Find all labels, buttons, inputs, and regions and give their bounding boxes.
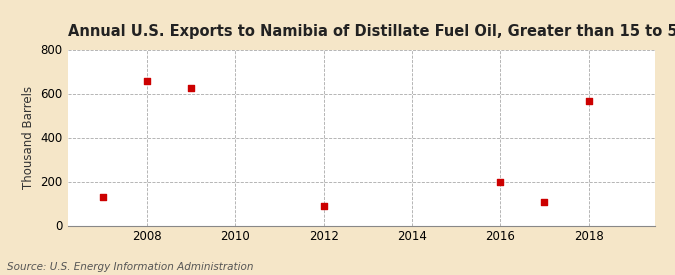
Point	[142, 79, 153, 84]
Text: Annual U.S. Exports to Namibia of Distillate Fuel Oil, Greater than 15 to 500 pp: Annual U.S. Exports to Namibia of Distil…	[68, 24, 675, 38]
Point	[318, 204, 329, 208]
Point	[495, 179, 506, 184]
Point	[583, 99, 594, 103]
Point	[97, 195, 108, 199]
Point	[539, 200, 549, 205]
Point	[186, 86, 196, 90]
Text: Source: U.S. Energy Information Administration: Source: U.S. Energy Information Administ…	[7, 262, 253, 272]
Y-axis label: Thousand Barrels: Thousand Barrels	[22, 86, 35, 189]
